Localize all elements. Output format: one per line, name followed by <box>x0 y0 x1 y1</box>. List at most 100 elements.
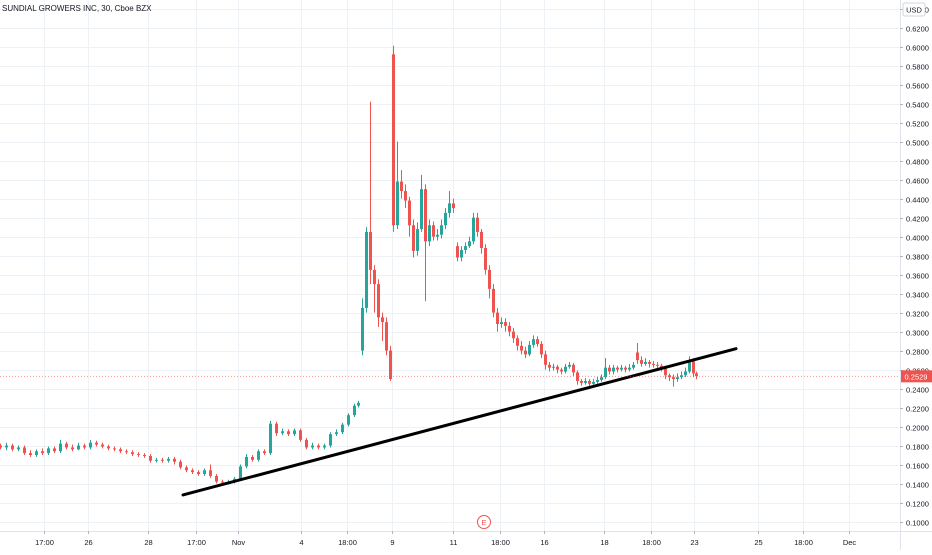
candle-body <box>269 423 272 454</box>
candle-body <box>341 424 344 433</box>
candle-body <box>179 461 182 468</box>
candle <box>385 317 388 356</box>
candle <box>215 474 218 484</box>
time-tick-label: Nov <box>232 538 246 547</box>
candle <box>143 453 146 458</box>
candle <box>396 141 399 230</box>
candle <box>335 429 338 437</box>
earnings-marker[interactable]: E <box>477 515 491 529</box>
candle <box>524 346 527 359</box>
price-tick-label: 0.3600 <box>906 271 929 280</box>
candle-body <box>197 472 200 475</box>
candle <box>149 454 152 463</box>
candle-body <box>592 381 595 384</box>
candle-body <box>500 322 503 324</box>
candle <box>107 444 110 451</box>
candle <box>59 439 62 454</box>
candle <box>251 455 254 462</box>
candle <box>420 174 423 232</box>
price-axis[interactable]: 0.1000 0.1200 0.1400 0.1600 0.1800 0.2000 0.22… <box>900 5 929 527</box>
time-tick-label: 18:00 <box>338 538 357 547</box>
candle-body <box>608 367 611 372</box>
candle-body <box>131 452 134 455</box>
candle-body <box>101 444 104 447</box>
price-tick-label: 0.1000 <box>906 518 929 527</box>
candle <box>179 459 182 470</box>
time-tick-label: 16 <box>540 538 548 547</box>
candle-body <box>576 372 579 381</box>
candle <box>532 335 535 348</box>
candle <box>464 242 467 254</box>
candle <box>416 222 419 256</box>
candle-body <box>572 364 575 373</box>
candle-body <box>47 448 50 454</box>
candle <box>392 45 395 232</box>
candle-body <box>257 451 260 460</box>
candle-body <box>35 451 38 456</box>
candle <box>628 363 631 372</box>
candle <box>365 227 368 313</box>
trendline-layer <box>0 347 900 497</box>
candle <box>119 447 122 454</box>
candle <box>185 465 188 473</box>
candle <box>456 242 459 262</box>
trendline[interactable] <box>181 347 738 497</box>
candle-body <box>460 249 463 258</box>
candle <box>41 448 44 456</box>
candle <box>644 358 647 366</box>
candle-body <box>149 455 152 461</box>
candle <box>341 422 344 435</box>
price-tick-label: 0.2000 <box>906 423 929 432</box>
candle-body <box>11 445 14 450</box>
candle <box>353 403 356 418</box>
candle <box>89 439 92 450</box>
candle <box>636 342 639 364</box>
candle <box>197 470 200 476</box>
candle-body <box>464 246 467 250</box>
candle <box>492 284 495 318</box>
candle-body <box>452 203 455 209</box>
price-tick-label: 0.5200 <box>906 119 929 128</box>
candle-body <box>373 269 376 285</box>
candle-body <box>335 432 338 435</box>
candle-body <box>167 458 170 461</box>
candle-body <box>361 307 364 351</box>
time-axis[interactable]: 17:00 26 28 17:00 Nov 4 18:00 9 11 18:00 16 18 18:00… <box>35 531 856 547</box>
candle-body <box>484 248 487 270</box>
candle-body <box>263 451 266 454</box>
candle <box>620 364 623 372</box>
candle-body <box>472 217 475 242</box>
candle <box>624 365 627 373</box>
candle <box>47 446 50 456</box>
price-tick-label: 0.5000 <box>906 138 929 147</box>
candle <box>460 246 463 262</box>
candle-body <box>676 377 679 380</box>
grid <box>0 0 900 531</box>
candle-body <box>564 366 567 372</box>
currency-badge[interactable]: USD <box>902 2 926 17</box>
candle <box>71 444 74 452</box>
candle <box>113 446 116 452</box>
candle-body <box>143 455 146 457</box>
candle-body <box>596 380 599 382</box>
candle <box>311 442 314 450</box>
candle-body <box>664 367 667 376</box>
price-tick-label: 0.4000 <box>906 233 929 242</box>
candle-body <box>568 364 571 367</box>
candle-body <box>215 475 218 482</box>
candle <box>560 367 563 375</box>
candle-body <box>65 443 68 448</box>
price-tick-label: 0.3200 <box>906 309 929 318</box>
candle <box>125 449 128 455</box>
candle-body <box>305 439 308 448</box>
price-tick-label: 0.4200 <box>906 214 929 223</box>
candle <box>83 443 86 450</box>
candle-body <box>416 229 419 251</box>
price-tick-label: 0.4600 <box>906 176 929 185</box>
price-tick-label: 0.1800 <box>906 442 929 451</box>
candle <box>357 400 360 408</box>
time-tick-label: Dec <box>843 538 857 547</box>
candle-body <box>612 367 615 372</box>
